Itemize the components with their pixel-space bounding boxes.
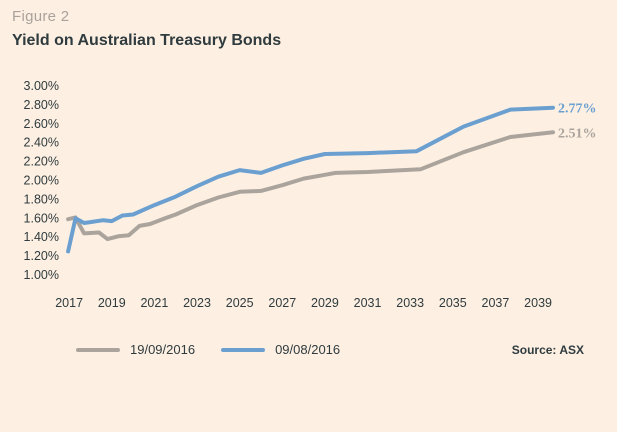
y-tick-label: 2.00% (24, 174, 59, 188)
y-tick-label: 2.80% (24, 98, 59, 112)
x-tick-label: 2023 (183, 296, 211, 310)
x-tick-label: 2039 (524, 296, 552, 310)
legend-item-series-1: 19/09/2016 (76, 342, 195, 357)
end-value-label-2: 2.77% (558, 102, 597, 117)
legend-swatch-series-1 (76, 347, 120, 352)
y-tick-label: 1.20% (24, 249, 59, 263)
legend-label-series-2: 09/08/2016 (275, 342, 341, 357)
x-tick-label: 2021 (140, 296, 168, 310)
y-tick-label: 2.20% (24, 155, 59, 169)
chart-legend: 19/09/2016 09/08/2016 (76, 342, 366, 357)
x-tick-label: 2035 (439, 296, 467, 310)
end-labels: 2.51% 2.77% (558, 102, 597, 142)
x-tick-label: 2033 (396, 296, 424, 310)
legend-swatch-series-2 (221, 347, 266, 352)
x-tick-label: 2025 (226, 296, 254, 310)
figure-label: Figure 2 (12, 8, 70, 25)
y-tick-label: 1.40% (24, 230, 59, 244)
x-tick-label: 2037 (482, 296, 510, 310)
y-tick-label: 1.00% (24, 268, 59, 282)
x-tick-label: 2019 (98, 296, 126, 310)
y-tick-label: 3.00% (24, 79, 59, 93)
y-axis: 3.00% 2.80% 2.60% 2.40% 2.20% 2.00% 1.80% 1.60%… (24, 79, 59, 282)
y-tick-label: 1.60% (24, 211, 59, 225)
x-axis: 2017 2019 2021 2023 2025 2027 2029 2031 2033 2035… (55, 296, 552, 310)
x-tick-label: 2027 (268, 296, 296, 310)
series-line-2 (66, 105, 555, 254)
series-lines (66, 105, 555, 254)
y-tick-label: 2.40% (24, 136, 59, 150)
x-tick-label: 2031 (354, 296, 382, 310)
x-tick-label: 2029 (311, 296, 339, 310)
end-value-label-1: 2.51% (558, 126, 597, 141)
series-line-1 (66, 130, 555, 242)
y-tick-label: 1.80% (24, 192, 59, 206)
source-note: Source: ASX (511, 343, 584, 357)
legend-label-series-1: 19/09/2016 (130, 342, 196, 357)
y-tick-label: 2.60% (24, 117, 59, 131)
x-tick-label: 2017 (55, 296, 83, 310)
chart-title: Yield on Australian Treasury Bonds (12, 32, 282, 49)
legend-item-series-2: 09/08/2016 (221, 342, 340, 357)
